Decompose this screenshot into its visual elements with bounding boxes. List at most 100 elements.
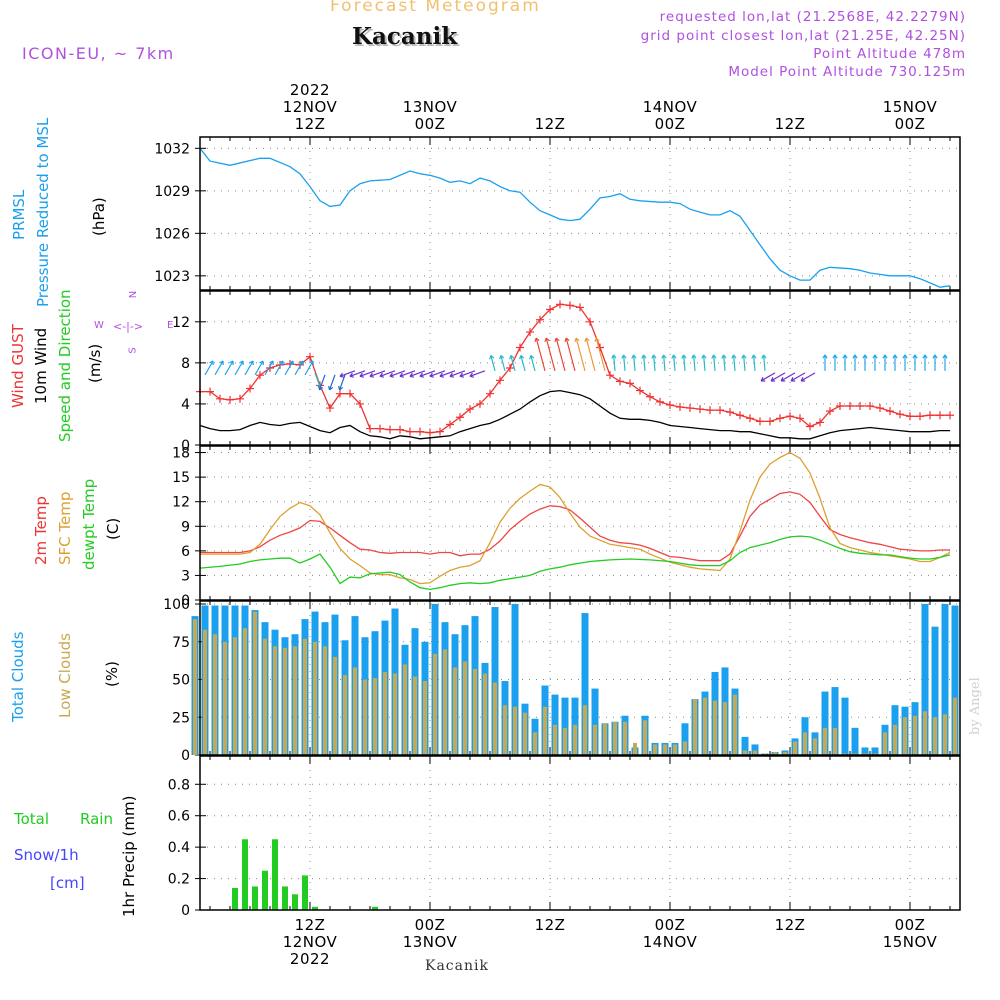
wind-arrow xyxy=(339,370,356,377)
wind-arrow xyxy=(379,370,396,377)
wind-arrow xyxy=(770,372,786,382)
wind-arrow xyxy=(274,360,284,376)
gust-marker xyxy=(446,420,454,429)
gust-marker xyxy=(806,422,814,431)
bar-low-clouds xyxy=(903,717,907,755)
bar-low-clouds xyxy=(323,646,327,755)
wind-arrowhead xyxy=(701,354,707,359)
bar-low-clouds xyxy=(643,720,647,755)
wind-arrow xyxy=(595,337,606,372)
y-tick-label: 4 xyxy=(181,397,190,413)
bar-low-clouds xyxy=(303,638,307,755)
gust-marker xyxy=(846,401,854,410)
bar-total-rain xyxy=(272,839,278,910)
time-label-bottom: 13NOV xyxy=(403,933,458,951)
gust-marker xyxy=(476,399,484,408)
wind-arrowhead xyxy=(219,360,224,366)
precip-total-label: Total xyxy=(14,810,50,828)
wind-arrow xyxy=(535,337,546,372)
wind-arrowhead xyxy=(741,354,747,359)
gust-marker xyxy=(936,411,944,420)
gust-marker xyxy=(416,427,424,436)
bar-total-rain xyxy=(242,839,248,910)
bar-total-clouds xyxy=(581,613,589,755)
wind-arrow xyxy=(254,360,264,376)
gust-marker xyxy=(746,414,754,423)
wind-arrow xyxy=(338,374,346,391)
bar-low-clouds xyxy=(433,653,437,755)
bar-low-clouds xyxy=(793,741,797,755)
wind-arrow xyxy=(780,372,796,382)
compass-e: E xyxy=(167,320,174,331)
bar-low-clouds xyxy=(473,668,477,755)
bar-low-clouds xyxy=(893,724,897,755)
time-label-top: 12Z xyxy=(535,115,566,133)
gust-marker xyxy=(696,405,704,414)
wind-arrow xyxy=(359,370,376,377)
gust-marker xyxy=(866,401,874,410)
y-tick-label: 1032 xyxy=(154,141,190,157)
wind-arrowhead xyxy=(469,372,475,378)
wind-arrowhead xyxy=(289,360,294,366)
wind-arrowhead xyxy=(339,372,345,378)
wind-arrow xyxy=(500,355,506,372)
wind-arrow xyxy=(449,370,466,377)
wind-arrow xyxy=(763,354,766,371)
model-label: ICON-EU, ~ 7km xyxy=(22,44,175,63)
bar-low-clouds xyxy=(573,724,577,755)
gust-marker xyxy=(686,404,694,413)
wind-arrowhead xyxy=(862,354,868,359)
y-tick-label: 0 xyxy=(181,438,190,454)
series-line-sfc-temp xyxy=(200,451,951,585)
wind-arrow xyxy=(244,360,254,376)
wind-arrowhead xyxy=(489,354,495,360)
bar-total-rain xyxy=(312,906,318,910)
bar-low-clouds xyxy=(593,724,597,755)
bar-low-clouds xyxy=(423,681,427,755)
gust-marker xyxy=(246,384,254,393)
wind-arrow xyxy=(753,354,756,371)
bar-low-clouds xyxy=(233,637,237,755)
bar-low-clouds xyxy=(813,738,817,755)
gust-marker xyxy=(516,343,524,352)
time-label-top: 00Z xyxy=(415,115,446,133)
gust-marker xyxy=(676,403,684,412)
wind-arrow xyxy=(369,370,386,377)
bar-total-clouds xyxy=(741,736,749,755)
series-line-wind-gust xyxy=(200,303,950,434)
y-tick-label: 0 xyxy=(181,903,190,919)
gust-marker xyxy=(506,364,514,372)
wind-arrow xyxy=(683,354,686,371)
wind-arrow xyxy=(565,337,576,372)
wind-arrowhead xyxy=(409,372,415,378)
gust-marker xyxy=(946,411,954,420)
bar-low-clouds xyxy=(863,753,867,755)
time-label-bottom: 00Z xyxy=(895,916,926,934)
wind-arrowhead xyxy=(309,360,314,366)
bar-low-clouds xyxy=(373,678,377,755)
gust-marker xyxy=(666,400,674,409)
gust-marker xyxy=(896,410,904,419)
wind-arrow xyxy=(633,354,636,371)
wind-arrowhead xyxy=(359,372,365,378)
wind-arrowhead xyxy=(239,360,244,366)
gust-marker xyxy=(786,412,794,421)
gust-marker xyxy=(836,401,844,410)
bar-total-clouds xyxy=(751,744,759,755)
time-label-top: 00Z xyxy=(895,115,926,133)
precip-snow-label: Snow/1h xyxy=(14,846,79,864)
gust-marker xyxy=(646,392,654,401)
panel-frame xyxy=(199,755,961,911)
gust-marker xyxy=(346,389,354,398)
wind-arrowhead xyxy=(631,354,637,359)
bar-total-clouds xyxy=(561,697,569,755)
bar-low-clouds xyxy=(833,727,837,755)
wind-arrow xyxy=(409,370,426,377)
bar-low-clouds xyxy=(563,727,567,755)
bar-total-rain xyxy=(252,886,258,910)
wind-arrowhead xyxy=(872,354,878,359)
wind-arrowhead xyxy=(318,385,324,391)
gust-marker xyxy=(366,424,374,433)
bar-low-clouds xyxy=(883,732,887,755)
